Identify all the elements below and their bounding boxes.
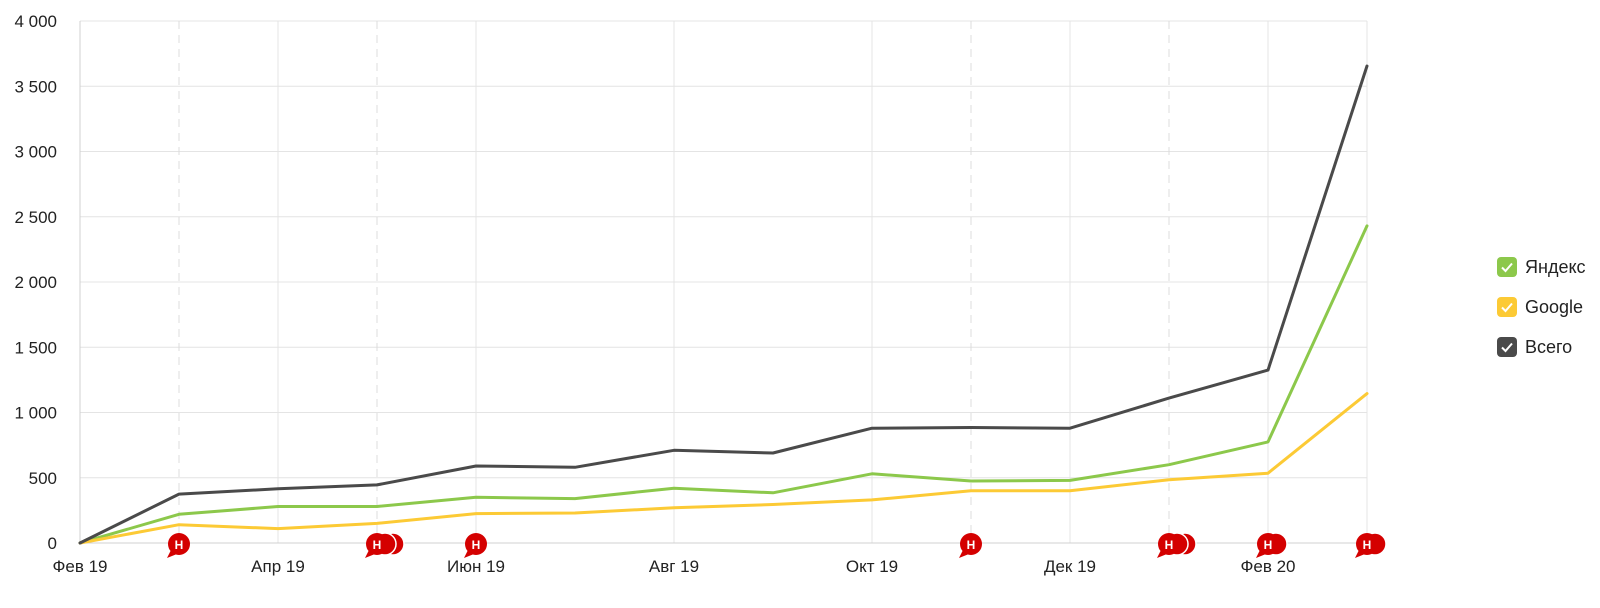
- y-tick-label: 2 000: [14, 273, 57, 292]
- checkbox-checked-icon[interactable]: [1497, 257, 1517, 277]
- annotation-marker-label: Н: [1363, 538, 1372, 552]
- checkbox-checked-icon[interactable]: [1497, 297, 1517, 317]
- legend-label: Яндекс: [1525, 256, 1586, 277]
- annotation-marker-label: Н: [967, 538, 976, 552]
- annotation-tail-icon: [1256, 550, 1266, 558]
- x-tick-label: Дек 19: [1044, 557, 1096, 576]
- series-line-1: [78, 392, 1369, 545]
- annotation-stack-icon: [960, 533, 982, 555]
- annotation-stack-icon: [465, 533, 487, 555]
- checkbox-checked-icon[interactable]: [1497, 337, 1517, 357]
- y-tick-label: 1 000: [14, 404, 57, 423]
- x-tick-label: Апр 19: [251, 557, 305, 576]
- x-tick-label: Фев 20: [1240, 557, 1295, 576]
- annotation-tail-icon: [1355, 550, 1365, 558]
- x-tick-label: Окт 19: [846, 557, 898, 576]
- annotation-stack-icon: [366, 533, 388, 555]
- annotation-stack-icon: [1158, 533, 1180, 555]
- legend-label: Google: [1525, 296, 1584, 317]
- annotation-stack-icon: [1356, 533, 1378, 555]
- annotation-tail-icon: [167, 550, 177, 558]
- series-line-0: [78, 224, 1369, 545]
- y-tick-label: 4 000: [14, 12, 57, 31]
- y-tick-label: 0: [48, 534, 57, 553]
- x-tick-label: Июн 19: [447, 557, 505, 576]
- annotation-tail-icon: [1157, 550, 1167, 558]
- annotation-marker-label: Н: [1165, 538, 1174, 552]
- y-tick-label: 2 500: [14, 208, 57, 227]
- annotation-stack-icon: [168, 533, 190, 555]
- annotation-tail-icon: [464, 550, 474, 558]
- series-line-2: [78, 64, 1369, 545]
- annotation-marker-label: Н: [373, 538, 382, 552]
- y-tick-label: 1 500: [14, 338, 57, 357]
- y-tick-label: 500: [29, 469, 57, 488]
- annotation-stack-icon: [1257, 533, 1279, 555]
- legend-item-yandex[interactable]: Яндекс: [1497, 256, 1597, 278]
- legend-item-total[interactable]: Всего: [1497, 336, 1597, 358]
- legend-item-google[interactable]: Google: [1497, 296, 1597, 318]
- annotation-marker-label: Н: [1264, 538, 1273, 552]
- annotation-marker-label: Н: [175, 538, 184, 552]
- x-tick-label: Авг 19: [649, 557, 699, 576]
- legend: Яндекс Google Всего: [1497, 256, 1597, 376]
- legend-label: Всего: [1525, 336, 1573, 357]
- y-tick-label: 3 000: [14, 143, 57, 162]
- y-tick-label: 3 500: [14, 77, 57, 96]
- annotation-tail-icon: [959, 550, 969, 558]
- annotation-tail-icon: [365, 550, 375, 558]
- annotation-marker-label: Н: [472, 538, 481, 552]
- x-tick-label: Фев 19: [52, 557, 107, 576]
